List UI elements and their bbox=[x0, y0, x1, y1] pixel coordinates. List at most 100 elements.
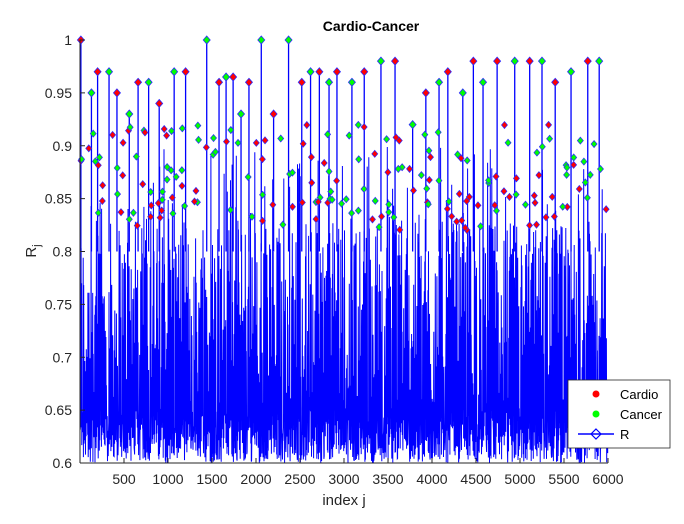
legend-marker-cancer bbox=[592, 410, 600, 418]
cancer-point bbox=[454, 150, 462, 159]
x-tick-label: 5500 bbox=[548, 471, 579, 487]
cancer-point bbox=[328, 195, 336, 204]
cardio-point bbox=[465, 192, 473, 201]
cardio-point bbox=[147, 212, 155, 221]
cancer-point bbox=[168, 126, 176, 136]
cancer-point bbox=[597, 164, 604, 174]
y-axis-label-main: R bbox=[23, 247, 40, 258]
cardio-point bbox=[119, 171, 127, 180]
cancer-point bbox=[248, 212, 256, 221]
cancer-point bbox=[546, 134, 554, 143]
cardio-point bbox=[202, 143, 210, 152]
cancer-point bbox=[581, 178, 589, 187]
cancer-point bbox=[132, 152, 140, 161]
cardio-point bbox=[269, 200, 277, 209]
cardio-peak-point bbox=[443, 67, 452, 77]
cardio-point bbox=[575, 184, 583, 193]
cardio-point bbox=[410, 186, 417, 195]
cancer-point bbox=[158, 195, 166, 204]
cardio-point bbox=[406, 164, 413, 173]
legend-marker-r bbox=[590, 428, 602, 440]
cardio-point bbox=[530, 191, 538, 200]
cancer-point bbox=[227, 125, 235, 135]
cardio-point bbox=[141, 128, 149, 137]
cardio-point bbox=[545, 120, 553, 129]
cancer-point bbox=[325, 167, 333, 176]
cancer-peak-point bbox=[479, 77, 488, 87]
cardio-point bbox=[133, 221, 141, 230]
cancer-peak-point bbox=[105, 67, 114, 77]
cardio-point bbox=[299, 139, 307, 148]
cancer-point bbox=[195, 135, 203, 144]
cardio-point bbox=[570, 160, 578, 169]
cancer-peak-point bbox=[408, 119, 417, 130]
cardio-point bbox=[360, 123, 368, 132]
cancer-point bbox=[559, 202, 567, 211]
x-tick-label: 6000 bbox=[592, 471, 623, 487]
cardio-point bbox=[154, 199, 162, 208]
cardio-point bbox=[252, 138, 260, 147]
cardio-peak-point bbox=[244, 77, 253, 87]
cancer-peak-point bbox=[222, 72, 231, 82]
cancer-point bbox=[355, 155, 363, 164]
cardio-point bbox=[261, 136, 269, 145]
cancer-point bbox=[147, 187, 155, 197]
cardio-point bbox=[500, 187, 508, 196]
cardio-peak-point bbox=[93, 67, 102, 77]
cardio-point bbox=[192, 186, 200, 195]
cardio-point bbox=[371, 149, 379, 158]
cancer-point bbox=[172, 172, 180, 181]
y-tick-label: 0.8 bbox=[53, 244, 73, 260]
cardio-point bbox=[457, 154, 465, 163]
cardio-peak-point bbox=[112, 88, 121, 98]
cancer-point bbox=[354, 206, 362, 215]
cardio-peak-point bbox=[360, 67, 369, 77]
cardio-point bbox=[458, 216, 466, 225]
cardio-point bbox=[163, 131, 171, 140]
cardio-point bbox=[506, 192, 513, 201]
cardio-point bbox=[384, 168, 392, 177]
cardio-point bbox=[369, 215, 376, 224]
cancer-point bbox=[259, 190, 267, 199]
cancer-peak-point bbox=[237, 109, 246, 119]
legend-label-cancer: Cancer bbox=[620, 407, 663, 422]
x-tick-label: 2000 bbox=[240, 471, 271, 487]
x-tick-label: 3000 bbox=[328, 471, 359, 487]
cardio-point bbox=[548, 192, 556, 201]
y-tick-label: 0.9 bbox=[53, 138, 73, 154]
cardio-point bbox=[119, 138, 127, 147]
cardio-peak-point bbox=[134, 77, 143, 87]
cardio-point bbox=[320, 158, 328, 167]
cancer-point bbox=[371, 196, 379, 205]
cancer-peak-point bbox=[170, 67, 179, 77]
cancer-point bbox=[421, 130, 429, 139]
cardio-point bbox=[258, 155, 266, 164]
cardio-peak-point bbox=[332, 67, 341, 77]
cancer-peak-point bbox=[144, 77, 153, 87]
cancer-peak-point bbox=[125, 109, 134, 119]
cancer-point bbox=[485, 176, 492, 185]
cancer-peak-point bbox=[567, 67, 576, 77]
cardio-point bbox=[160, 124, 168, 134]
cardio-peak-point bbox=[297, 77, 306, 87]
cardio-point bbox=[156, 213, 164, 222]
cancer-point bbox=[178, 124, 186, 133]
cancer-point bbox=[158, 187, 166, 196]
cardio-point bbox=[531, 198, 539, 207]
cardio-peak-point bbox=[391, 56, 400, 66]
ticks-layer: 500 1000 1500 2000 2500 3000 3500 4000 4500 5000 5… bbox=[45, 32, 624, 487]
cardio-point bbox=[427, 153, 434, 162]
chart-title: Cardio-Cancer bbox=[323, 18, 420, 34]
cancer-point bbox=[563, 163, 571, 172]
cancer-point bbox=[360, 184, 368, 194]
cardio-point bbox=[461, 223, 469, 232]
cancer-point bbox=[570, 153, 578, 162]
cancer-point bbox=[375, 223, 383, 232]
cardio-point bbox=[98, 196, 106, 206]
cancer-peak-point bbox=[458, 88, 467, 98]
cancer-point bbox=[385, 200, 393, 209]
cancer-point bbox=[590, 139, 598, 149]
legend-label-r: R bbox=[620, 427, 629, 442]
cardio-peak-point bbox=[269, 109, 278, 119]
